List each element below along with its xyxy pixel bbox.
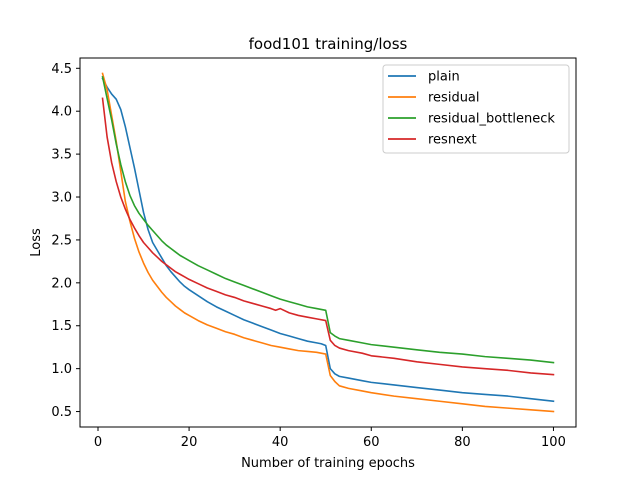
x-axis: 0 20 40 60 80 100: [94, 427, 566, 450]
x-tick-label: 40: [272, 435, 289, 450]
legend-label-resnext: resnext: [428, 133, 477, 148]
y-axis-label: Loss: [29, 228, 44, 257]
x-tick-label: 0: [94, 435, 102, 450]
y-tick-label: 2.0: [51, 276, 72, 291]
legend-label-residual: residual: [428, 91, 480, 106]
x-tick-label: 80: [454, 435, 471, 450]
legend-label-residual-bottleneck: residual_bottleneck: [428, 112, 555, 127]
y-tick-label: 4.0: [51, 105, 72, 120]
series-line-resnext: [101, 97, 555, 376]
y-tick-label: 0.5: [51, 405, 72, 420]
legend-label-plain: plain: [428, 70, 460, 85]
plot-frame: [79, 57, 577, 428]
y-axis: 0.5 1.0 1.5 2.0 2.5 3.0 3.5 4.0 4.5: [51, 62, 80, 420]
x-tick-label: 60: [363, 435, 380, 450]
series-line-residual-bottleneck: [101, 75, 555, 364]
chart-title: food101 training/loss: [249, 35, 408, 53]
x-tick-label: 100: [541, 435, 566, 450]
y-tick-label: 3.0: [51, 191, 72, 206]
y-tick-label: 1.0: [51, 362, 72, 377]
series-line-residual: [101, 72, 555, 413]
y-tick-label: 2.5: [51, 233, 72, 248]
series-line-plain: [101, 77, 555, 403]
y-tick-label: 3.5: [51, 148, 72, 163]
legend-box: [382, 64, 570, 154]
y-tick-label: 4.5: [51, 62, 72, 77]
x-tick-label: 20: [181, 435, 198, 450]
plot-lines: [101, 72, 555, 413]
y-tick-label: 1.5: [51, 319, 72, 334]
x-axis-label: Number of training epochs: [241, 456, 415, 471]
